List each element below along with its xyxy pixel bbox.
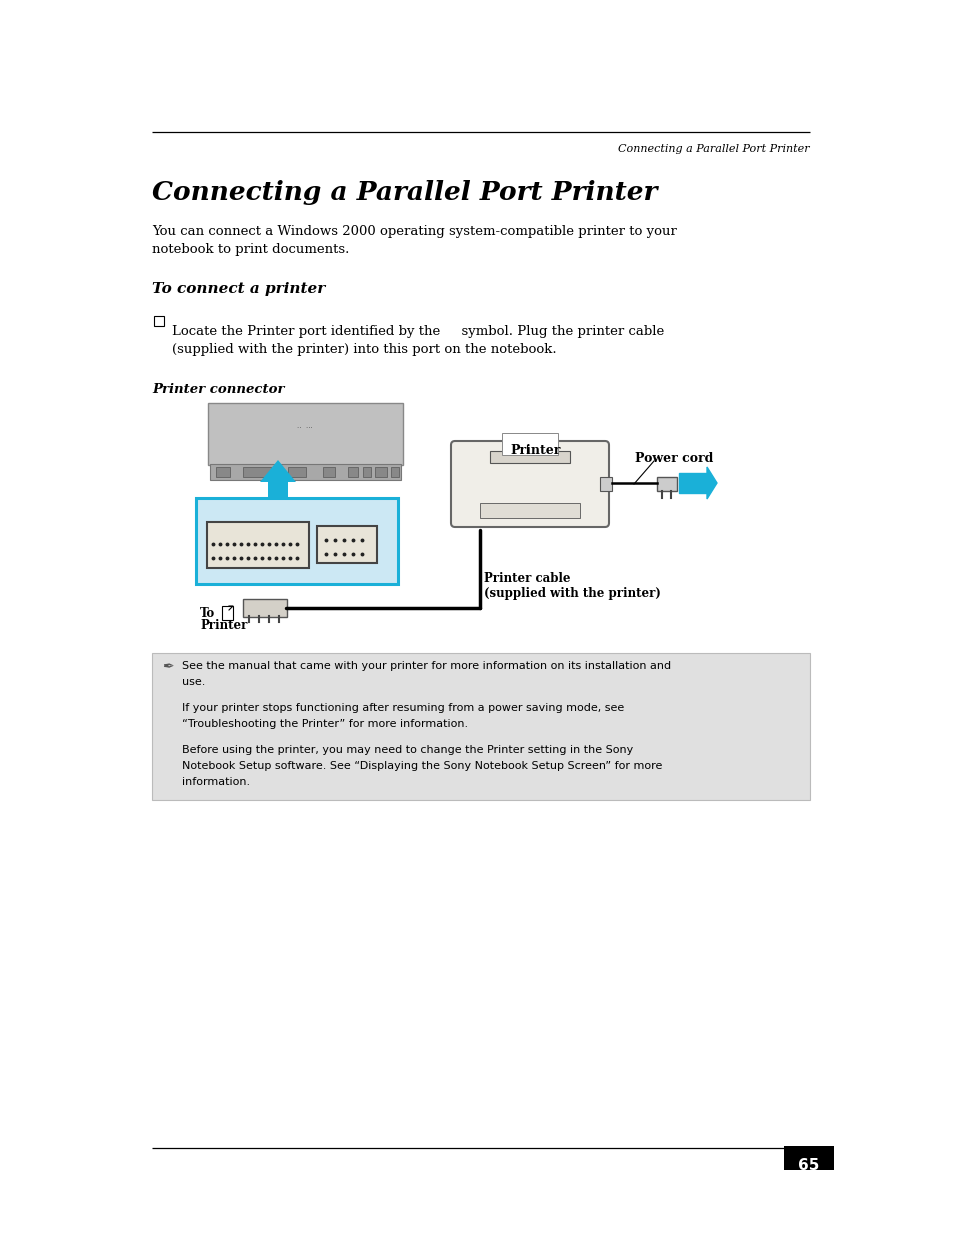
Bar bbox=[679, 473, 706, 493]
FancyBboxPatch shape bbox=[207, 522, 309, 568]
Text: 65: 65 bbox=[798, 1158, 819, 1173]
Polygon shape bbox=[260, 459, 295, 482]
Bar bbox=[323, 467, 335, 477]
FancyBboxPatch shape bbox=[195, 498, 397, 584]
FancyBboxPatch shape bbox=[152, 653, 809, 800]
Text: If your printer stops functioning after resuming from a power saving mode, see: If your printer stops functioning after … bbox=[182, 703, 623, 713]
Text: use.: use. bbox=[182, 677, 205, 687]
Bar bbox=[657, 477, 677, 492]
Bar bbox=[391, 467, 398, 477]
Bar bbox=[243, 467, 271, 477]
Text: “Troubleshooting the Printer” for more information.: “Troubleshooting the Printer” for more i… bbox=[182, 719, 468, 729]
FancyBboxPatch shape bbox=[208, 403, 402, 466]
Bar bbox=[375, 467, 387, 477]
Text: Connecting a Parallel Port Printer: Connecting a Parallel Port Printer bbox=[618, 144, 809, 154]
FancyBboxPatch shape bbox=[243, 599, 287, 618]
Text: Connecting a Parallel Port Printer: Connecting a Parallel Port Printer bbox=[152, 180, 657, 205]
Text: Locate the Printer port identified by the     symbol. Plug the printer cable: Locate the Printer port identified by th… bbox=[172, 325, 663, 338]
FancyBboxPatch shape bbox=[268, 482, 288, 500]
Text: Printer: Printer bbox=[510, 445, 559, 457]
Bar bbox=[363, 467, 371, 477]
Bar bbox=[215, 467, 230, 477]
Text: To: To bbox=[200, 606, 215, 620]
FancyBboxPatch shape bbox=[316, 526, 376, 563]
Text: See the manual that came with your printer for more information on its installat: See the manual that came with your print… bbox=[182, 661, 670, 671]
Text: Power cord: Power cord bbox=[635, 452, 713, 466]
Text: You can connect a Windows 2000 operating system-compatible printer to your: You can connect a Windows 2000 operating… bbox=[152, 225, 677, 238]
Text: information.: information. bbox=[182, 777, 250, 787]
Bar bbox=[783, 1146, 833, 1170]
Bar bbox=[501, 433, 558, 454]
Text: Before using the printer, you may need to change the Printer setting in the Sony: Before using the printer, you may need t… bbox=[182, 745, 633, 755]
Text: ✒: ✒ bbox=[162, 659, 173, 674]
Bar bbox=[288, 467, 306, 477]
Text: (supplied with the printer) into this port on the notebook.: (supplied with the printer) into this po… bbox=[172, 343, 556, 356]
Text: notebook to print documents.: notebook to print documents. bbox=[152, 243, 349, 256]
Text: Printer: Printer bbox=[200, 619, 247, 632]
Text: To connect a printer: To connect a printer bbox=[152, 282, 325, 296]
Text: (supplied with the printer): (supplied with the printer) bbox=[483, 587, 660, 600]
Bar bbox=[153, 316, 164, 326]
Text: Printer cable: Printer cable bbox=[483, 572, 570, 585]
FancyBboxPatch shape bbox=[451, 441, 608, 527]
Bar bbox=[210, 464, 400, 480]
Polygon shape bbox=[706, 467, 717, 499]
Text: Printer connector: Printer connector bbox=[152, 383, 284, 396]
Bar bbox=[490, 451, 569, 463]
Text: ..  ...: .. ... bbox=[296, 424, 313, 429]
Bar bbox=[479, 503, 579, 517]
Bar bbox=[599, 477, 612, 492]
Bar bbox=[348, 467, 357, 477]
Bar bbox=[222, 606, 233, 620]
Text: Notebook Setup software. See “Displaying the Sony Notebook Setup Screen” for mor: Notebook Setup software. See “Displaying… bbox=[182, 761, 661, 771]
